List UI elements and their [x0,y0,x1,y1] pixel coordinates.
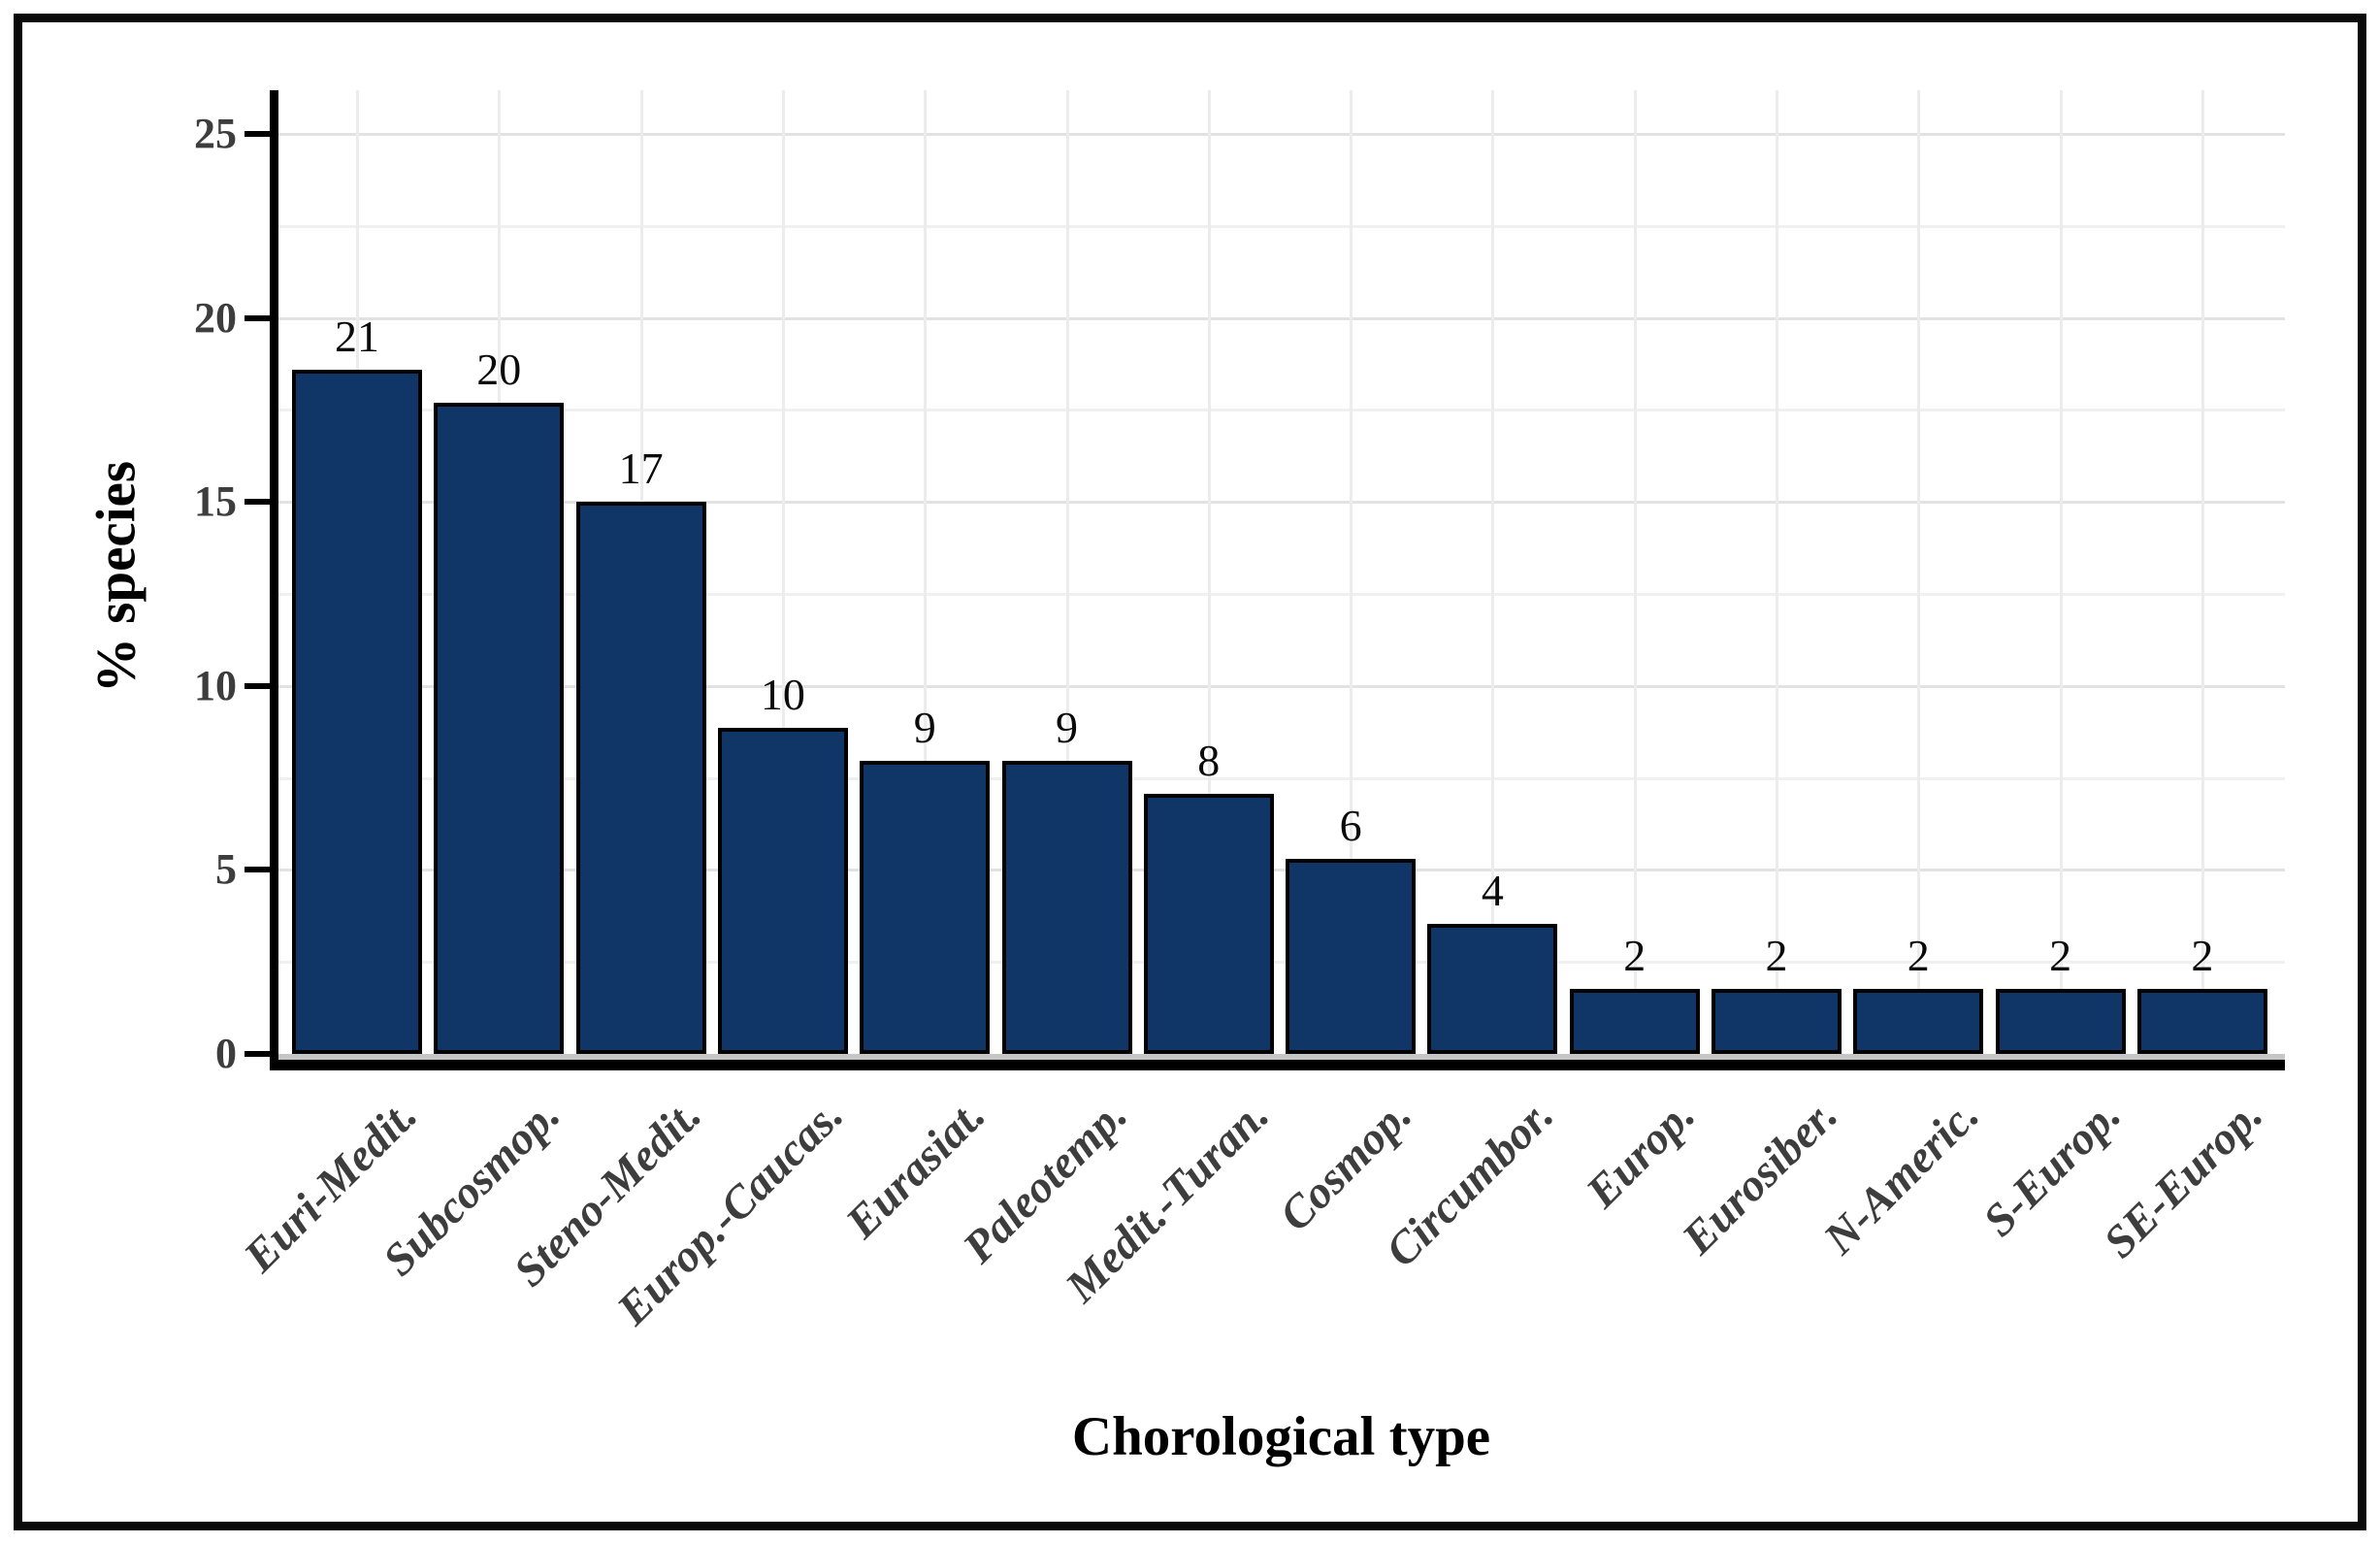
bar-value-label: 2 [2191,931,2214,980]
bar-eurosiber [1712,989,1842,1054]
y-tick-label: 25 [194,110,237,157]
y-tick-mark [245,499,271,506]
gridline-vertical [1207,90,1211,1054]
y-tick-label: 15 [194,477,237,526]
y-tick-mark [245,682,271,689]
plot-panel [277,90,2285,1054]
y-axis-line [270,90,278,1069]
gridline-vertical [1917,90,1921,1054]
bar-value-label: 2 [1765,931,1788,980]
y-tick-label: 5 [215,845,237,894]
bar-value-label: 20 [476,345,522,394]
bar-value-label: 6 [1339,801,1362,850]
y-tick-mark [245,1051,271,1057]
bar-value-label: 2 [2049,931,2072,980]
y-tick-mark [245,867,271,873]
bar-eurasiat [860,761,991,1054]
gridline-horizontal-minor [277,224,2285,228]
gridline-vertical [924,90,928,1054]
gridline-vertical [2201,90,2204,1054]
y-tick-label: 0 [215,1030,237,1077]
x-axis-line [270,1060,2285,1070]
bar-euri-medit [292,370,422,1054]
gridline-vertical [1491,90,1495,1054]
gridline-horizontal-minor [277,961,2285,965]
gridline-horizontal-minor [277,409,2285,412]
gridline-vertical [781,90,785,1054]
gridline-vertical [2059,90,2063,1054]
bar-s-europ [1995,989,2126,1054]
bar-circumbor [1427,924,1558,1054]
gridline-vertical [1633,90,1637,1054]
bar-europ-caucas [717,728,848,1054]
gridline-horizontal-major [277,133,2285,136]
baseline-strip [278,1054,2285,1060]
bar-n-americ [1853,989,1984,1054]
bar-steno-medit [575,502,706,1054]
bar-value-label: 9 [1056,703,1078,752]
bar-value-label: 2 [1907,931,1930,980]
figure-border [14,14,2366,1530]
bar-subcosmop [434,403,565,1054]
y-tick-label: 20 [194,293,237,342]
bar-value-label: 4 [1481,866,1504,915]
bar-value-label: 9 [913,703,936,752]
gridline-horizontal-major [277,869,2285,872]
gridline-horizontal-major [277,316,2285,320]
y-tick-mark [245,314,271,321]
bar-value-label: 17 [618,443,664,493]
gridline-horizontal-minor [277,776,2285,780]
gridline-horizontal-major [277,501,2285,505]
bar-se-europ [2136,989,2267,1054]
gridline-vertical [1776,90,1778,1054]
gridline-vertical [1065,90,1069,1054]
gridline-horizontal-minor [277,593,2285,596]
x-axis-title: Chorological type [1071,1406,1491,1467]
y-axis-title: % species [85,460,147,694]
y-tick-label: 10 [194,661,237,709]
gridline-vertical [1350,90,1353,1054]
bar-medit-turan [1143,794,1274,1054]
bar-value-label: 2 [1623,931,1646,980]
y-tick-mark [245,131,271,137]
bar-value-label: 8 [1197,736,1221,785]
bar-value-label: 21 [335,312,379,361]
bar-value-label: 10 [760,670,805,719]
bar-paleotemp [1001,761,1132,1054]
gridline-horizontal-major [277,684,2285,688]
bar-europ [1569,989,1700,1054]
bar-cosmop [1286,859,1417,1054]
